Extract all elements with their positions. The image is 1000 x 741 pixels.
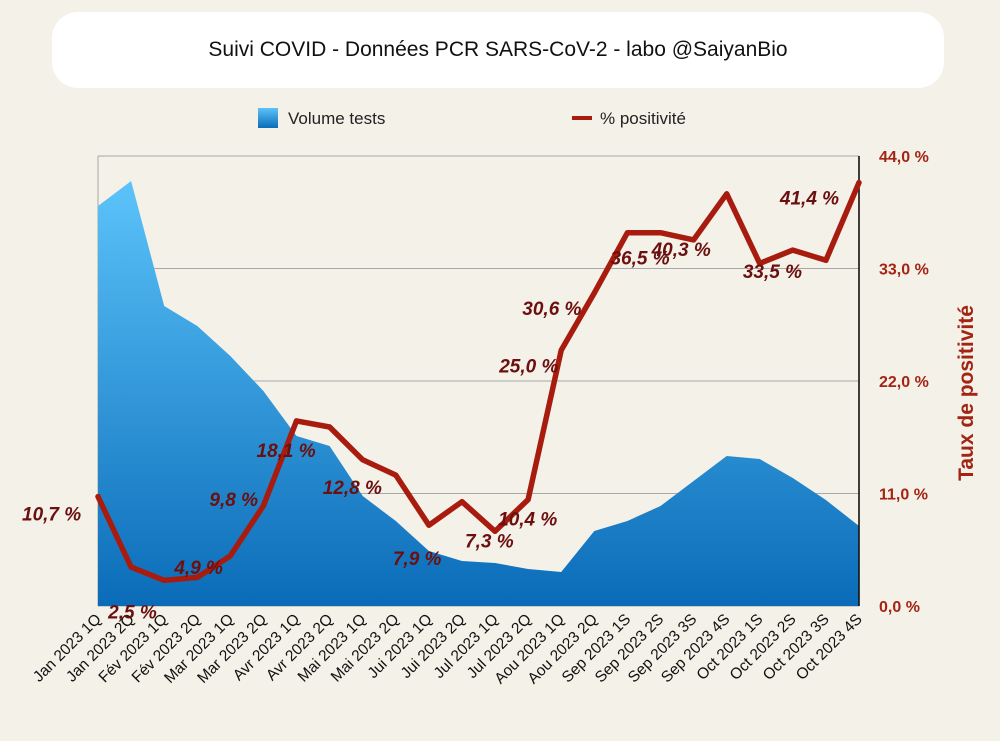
positivity-point: [194, 574, 200, 580]
y-tick-label: 44,0 %: [879, 149, 929, 166]
title-box: [52, 12, 944, 88]
y-tick-label: 33,0 %: [879, 262, 929, 279]
positivity-point: [459, 499, 465, 505]
positivity-point: [558, 347, 564, 353]
data-label: 40,3 %: [651, 240, 711, 261]
positivity-point: [393, 472, 399, 478]
chart-title: Suivi COVID - Données PCR SARS-CoV-2 - l…: [208, 38, 787, 61]
positivity-point: [856, 180, 862, 186]
positivity-point: [591, 290, 597, 296]
data-label: 10,4 %: [498, 510, 557, 531]
y-tick-label: 0,0 %: [879, 599, 920, 616]
volume-tests-area: [98, 181, 859, 606]
data-label: 9,8 %: [209, 490, 258, 511]
positivity-line: [95, 179, 862, 584]
positivity-point: [128, 564, 134, 570]
data-label: 30,6 %: [522, 299, 581, 320]
positivity-point: [657, 230, 663, 236]
positivity-point: [525, 497, 531, 503]
positivity-point: [426, 522, 432, 528]
positivity-point: [790, 247, 796, 253]
data-label: 2,5 %: [107, 602, 157, 623]
positivity-point: [327, 424, 333, 430]
data-label: 7,9 %: [393, 549, 442, 570]
positivity-point: [757, 260, 763, 266]
data-label: 18,1 %: [257, 441, 316, 462]
positivity-point: [95, 494, 101, 500]
positivity-point: [691, 237, 697, 243]
data-label: 10,7 %: [22, 505, 81, 526]
positivity-point: [724, 191, 730, 197]
y-right-ticks: 0,0 % 11,0 % 22,0 % 33,0 % 44,0 %: [879, 149, 929, 616]
positivity-point: [823, 257, 829, 263]
positivity-point: [260, 503, 266, 509]
data-label: 41,4 %: [779, 188, 839, 209]
legend-label-positivity: % positivité: [600, 109, 686, 128]
positivity-point: [294, 418, 300, 424]
data-label: 25,0 %: [498, 356, 558, 377]
data-label: 4,9 %: [173, 558, 223, 579]
y-tick-label: 22,0 %: [879, 374, 929, 391]
data-label: 12,8 %: [323, 478, 382, 499]
data-label: 36,5 %: [610, 249, 669, 270]
positivity-point: [624, 230, 630, 236]
positivity-point: [360, 457, 366, 463]
positivity-point: [227, 553, 233, 559]
chart-header: Suivi COVID - Données PCR SARS-CoV-2 - l…: [52, 12, 944, 88]
positivity-point: [492, 528, 498, 534]
y-tick-label: 11,0 %: [879, 487, 928, 504]
y-right-axis-label: Taux de positivité: [955, 305, 978, 481]
data-label: 7,3 %: [465, 531, 514, 552]
legend-swatch-volume: [258, 108, 278, 128]
positivity-points: [95, 180, 862, 583]
data-labels: 10,7 % 2,5 % 4,9 % 9,8 % 18,1 % 12,8 % 7,9 % 7,…: [22, 188, 839, 623]
data-label: 33,5 %: [743, 262, 802, 283]
legend-label-volume: Volume tests: [288, 109, 385, 128]
legend: Volume tests % positivité: [258, 108, 686, 128]
positivity-point: [161, 577, 167, 583]
